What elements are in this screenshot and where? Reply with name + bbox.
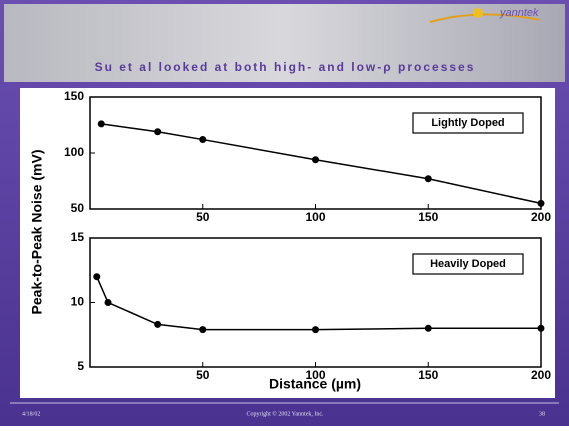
logo: yanntek	[499, 7, 539, 19]
data-point	[154, 128, 161, 135]
data-point	[425, 175, 432, 182]
y-tick-label: 10	[71, 295, 85, 309]
data-point	[98, 120, 105, 127]
annotation: Lightly Doped	[431, 117, 504, 129]
footer-date: 4/18/02	[22, 411, 40, 417]
annotation: Heavily Doped	[430, 258, 506, 270]
data-point	[105, 299, 112, 306]
y-tick-label: 15	[71, 230, 85, 244]
footer-copyright: Copyright © 2002 Yanntek, Inc.	[246, 410, 324, 417]
data-point	[312, 326, 319, 333]
x-tick-label: 200	[531, 210, 551, 224]
data-point	[538, 200, 545, 207]
data-point	[199, 326, 206, 333]
x-tick-label: 50	[196, 210, 210, 224]
slide: yanntek Su et al looked at both high- an…	[0, 0, 569, 426]
logo-sun	[473, 8, 483, 18]
y-tick-label: 5	[77, 359, 84, 373]
data-point	[154, 321, 161, 328]
x-axis-label: Distance (µm)	[269, 376, 361, 392]
data-point	[538, 325, 545, 332]
figure-area	[20, 88, 555, 398]
y-tick-label: 150	[64, 89, 84, 103]
x-tick-label: 100	[305, 210, 325, 224]
x-tick-label: 150	[418, 368, 438, 382]
y-tick-label: 50	[71, 201, 85, 215]
data-point	[199, 136, 206, 143]
data-point	[312, 156, 319, 163]
slide-title: Su et al looked at both high- and low-ρ …	[95, 60, 476, 74]
x-tick-label: 50	[196, 368, 210, 382]
data-point	[425, 325, 432, 332]
y-tick-label: 100	[64, 145, 84, 159]
y-axis-label: Peak-to-Peak Noise (mV)	[29, 150, 45, 315]
footer-page: 38	[539, 411, 545, 417]
data-point	[93, 273, 100, 280]
x-tick-label: 200	[531, 368, 551, 382]
x-tick-label: 150	[418, 210, 438, 224]
